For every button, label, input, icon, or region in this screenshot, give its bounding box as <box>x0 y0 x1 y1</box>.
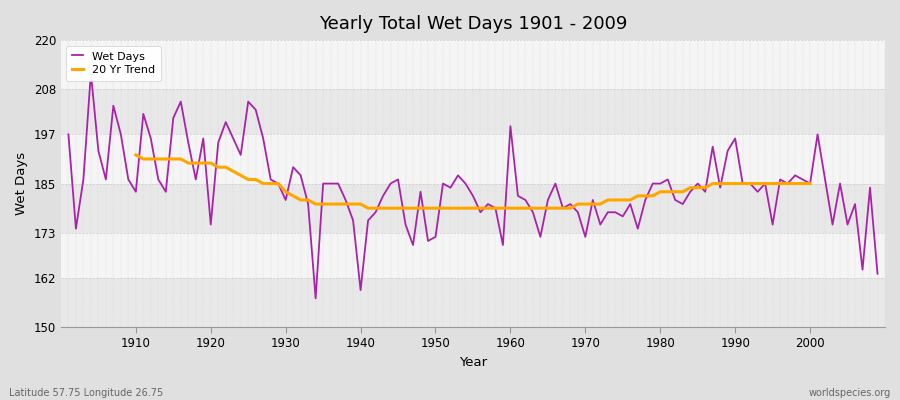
Wet Days <box>295 173 306 178</box>
Wet Days <box>520 198 531 202</box>
Wet Days <box>347 218 358 223</box>
Title: Yearly Total Wet Days 1901 - 2009: Yearly Total Wet Days 1901 - 2009 <box>319 15 627 33</box>
Wet Days <box>512 194 523 198</box>
Bar <box>61 184 885 233</box>
20 Yr Trend <box>212 165 223 170</box>
Legend: Wet Days, 20 Yr Trend: Wet Days, 20 Yr Trend <box>67 46 161 81</box>
Line: Wet Days: Wet Days <box>68 73 878 298</box>
20 Yr Trend <box>363 206 374 210</box>
Bar <box>61 233 885 278</box>
X-axis label: Year: Year <box>459 356 487 369</box>
Wet Days <box>872 271 883 276</box>
20 Yr Trend <box>130 152 141 157</box>
Text: Latitude 57.75 Longitude 26.75: Latitude 57.75 Longitude 26.75 <box>9 388 163 398</box>
Bar <box>61 89 885 134</box>
Wet Days <box>610 210 621 215</box>
20 Yr Trend <box>302 198 313 202</box>
20 Yr Trend <box>797 181 808 186</box>
20 Yr Trend <box>805 181 815 186</box>
20 Yr Trend <box>707 181 718 186</box>
Bar <box>61 278 885 327</box>
Y-axis label: Wet Days: Wet Days <box>15 152 28 215</box>
Wet Days <box>130 189 141 194</box>
Bar <box>61 40 885 89</box>
Wet Days <box>86 70 96 75</box>
20 Yr Trend <box>789 181 800 186</box>
Line: 20 Yr Trend: 20 Yr Trend <box>136 155 810 208</box>
Wet Days <box>310 296 321 301</box>
20 Yr Trend <box>288 194 299 198</box>
Bar <box>61 134 885 184</box>
Text: worldspecies.org: worldspecies.org <box>809 388 891 398</box>
Wet Days <box>63 132 74 137</box>
